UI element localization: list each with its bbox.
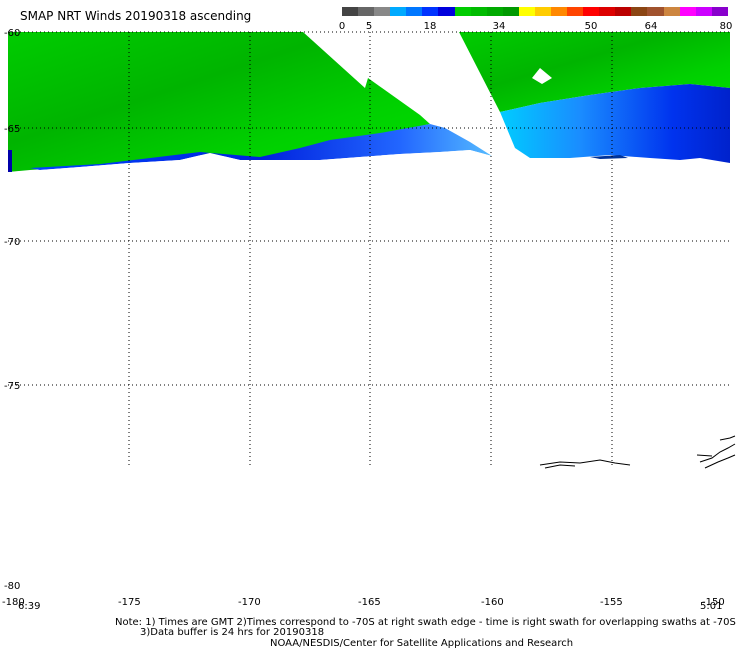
colorbar-tick-label: 18 xyxy=(423,21,437,32)
longitude-label: -155 xyxy=(600,597,623,608)
wind-speed-colorbar xyxy=(342,7,728,16)
longitude-label: -165 xyxy=(358,597,381,608)
swath-gap xyxy=(532,68,552,84)
map-title: SMAP NRT Winds 20190318 ascending xyxy=(20,9,252,23)
coastline xyxy=(539,435,736,469)
colorbar-tick-label: 5 xyxy=(365,21,373,32)
longitude-label: -150 xyxy=(702,597,725,608)
latitude-label: -60 xyxy=(4,28,20,39)
colorbar-tick-label: 64 xyxy=(644,21,658,32)
colorbar-segment xyxy=(663,7,680,16)
colorbar-segment xyxy=(454,7,471,16)
colorbar-segment xyxy=(518,7,535,16)
colorbar-segment xyxy=(342,7,359,16)
colorbar-segment xyxy=(679,7,696,16)
colorbar-segment xyxy=(470,7,487,16)
colorbar-segment xyxy=(615,7,632,16)
longitude-label: -160 xyxy=(481,597,504,608)
colorbar-segment xyxy=(534,7,552,16)
colorbar-tick-label: 0 xyxy=(338,21,346,32)
right-swath-green xyxy=(459,32,730,112)
colorbar-segment xyxy=(422,7,439,16)
left-dark-edge xyxy=(8,150,12,172)
colorbar-segment xyxy=(583,7,600,16)
left-swath-blue xyxy=(30,124,492,170)
latitude-label: -65 xyxy=(4,124,20,135)
colorbar-segment xyxy=(390,7,407,16)
swath-dark-edge xyxy=(590,155,628,159)
swath-time-left: 6:39 xyxy=(18,601,40,612)
colorbar-tick-label: 80 xyxy=(719,21,733,32)
right-swath-blue xyxy=(500,84,730,163)
colorbar-segment xyxy=(695,7,712,16)
colorbar-segment xyxy=(438,7,455,16)
colorbar-segment xyxy=(647,7,664,16)
colorbar-segment xyxy=(599,7,616,16)
note-line-3: NOAA/NESDIS/Center for Satellite Applica… xyxy=(270,638,574,649)
colorbar-segment xyxy=(631,7,648,16)
note-line-2: 3)Data buffer is 24 hrs for 20190318 xyxy=(140,627,325,638)
colorbar-segment xyxy=(551,7,568,16)
colorbar-tick-label: 34 xyxy=(492,21,506,32)
swath-time-right: 5:01 xyxy=(700,601,722,612)
colorbar-segment xyxy=(567,7,584,16)
left-swath-green xyxy=(8,32,430,172)
colorbar-segment xyxy=(486,7,503,16)
longitude-label: -175 xyxy=(118,597,141,608)
colorbar-tick-label: 50 xyxy=(584,21,598,32)
colorbar-segment xyxy=(502,7,519,16)
colorbar-segment xyxy=(358,7,375,16)
latitude-label: -75 xyxy=(4,381,20,392)
latitude-label: -70 xyxy=(4,237,20,248)
longitude-label: -170 xyxy=(238,597,261,608)
colorbar-segment xyxy=(374,7,391,16)
longitude-label: -180 xyxy=(2,597,25,608)
colorbar-segment xyxy=(406,7,423,16)
axis-labels: -60 -65 -70 -75 -80 -180 -175 -170 -165 -160 -155 -… xyxy=(2,28,725,612)
latitude-label: -80 xyxy=(4,581,20,592)
colorbar-segment xyxy=(711,7,728,16)
note-line-1: Note: 1) Times are GMT 2)Times correspon… xyxy=(115,617,736,628)
graticule xyxy=(8,31,732,465)
